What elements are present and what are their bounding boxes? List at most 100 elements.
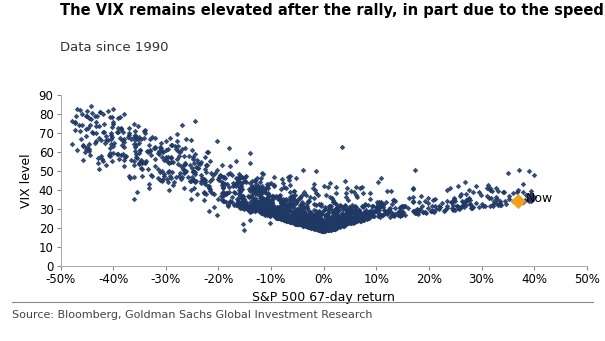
Point (267, 210, 276, 216)
Point (280, 217, 289, 222)
Point (257, 170, 267, 176)
Point (239, 227, 249, 233)
Point (313, 221, 322, 226)
Point (269, 212, 279, 217)
Point (364, 213, 374, 219)
Point (273, 206, 283, 211)
Point (385, 214, 395, 220)
Point (495, 202, 505, 207)
Point (336, 217, 345, 222)
Point (287, 213, 297, 219)
Point (224, 190, 234, 195)
Point (305, 209, 315, 214)
Point (292, 221, 301, 227)
Point (100, 122, 110, 127)
Point (261, 185, 270, 191)
Point (350, 208, 360, 214)
Point (255, 192, 265, 197)
Point (258, 191, 267, 196)
Point (292, 218, 302, 223)
Point (187, 165, 197, 171)
Point (244, 205, 254, 211)
Point (217, 183, 227, 188)
Point (307, 222, 316, 227)
Point (461, 197, 471, 202)
Point (351, 209, 361, 215)
Point (197, 159, 206, 164)
Point (397, 203, 407, 209)
Point (513, 187, 523, 193)
Point (458, 203, 468, 208)
Point (180, 145, 190, 150)
Point (223, 202, 232, 208)
Point (314, 226, 324, 232)
Point (319, 221, 329, 227)
Point (339, 223, 348, 228)
Point (341, 221, 350, 227)
Point (172, 144, 182, 149)
Point (338, 221, 347, 227)
Point (261, 210, 271, 216)
Point (287, 216, 296, 221)
Point (291, 200, 301, 206)
Point (319, 222, 329, 227)
Point (258, 204, 268, 210)
Point (132, 155, 142, 161)
Point (253, 206, 263, 211)
Point (336, 221, 345, 227)
Point (221, 199, 231, 205)
Point (420, 198, 430, 204)
Point (347, 205, 357, 210)
Point (232, 181, 241, 186)
Point (348, 218, 358, 223)
Point (284, 215, 293, 221)
Point (280, 214, 290, 220)
Point (281, 208, 291, 213)
Point (301, 222, 311, 227)
Point (145, 181, 154, 187)
Point (368, 210, 378, 216)
Point (287, 220, 297, 225)
Point (292, 220, 301, 226)
Point (324, 226, 333, 232)
Point (334, 216, 344, 221)
Point (232, 196, 242, 202)
Point (146, 173, 156, 178)
Point (514, 167, 524, 173)
Point (321, 220, 331, 225)
Point (174, 173, 183, 178)
Point (120, 153, 130, 158)
Point (314, 222, 324, 228)
Point (326, 226, 336, 231)
Point (284, 217, 293, 222)
Point (192, 157, 202, 162)
Point (248, 199, 258, 205)
Point (337, 144, 347, 150)
Point (434, 206, 443, 211)
Point (313, 225, 322, 231)
Point (322, 184, 332, 189)
Point (257, 210, 266, 215)
Point (527, 197, 537, 203)
Point (257, 207, 266, 212)
Point (276, 211, 286, 216)
Point (260, 204, 269, 209)
Point (333, 208, 343, 214)
Point (340, 203, 350, 208)
Point (477, 202, 486, 207)
Point (347, 202, 357, 207)
Point (287, 193, 297, 198)
Point (276, 202, 286, 207)
Point (201, 192, 211, 197)
Point (155, 177, 165, 183)
Point (143, 166, 152, 172)
Point (499, 189, 509, 195)
Point (273, 214, 283, 219)
Point (304, 216, 314, 221)
Point (135, 148, 145, 153)
Point (304, 224, 314, 229)
Point (321, 226, 331, 232)
Point (105, 151, 115, 156)
Point (305, 220, 315, 226)
Point (283, 217, 293, 222)
